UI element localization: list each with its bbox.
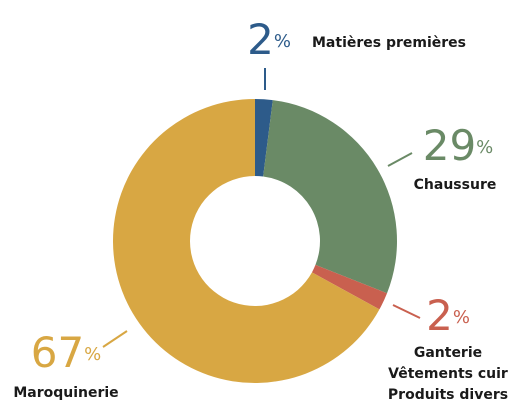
category-label: Produits divers [388,387,508,403]
value-label: 29% [423,121,494,170]
leader-line [387,152,413,167]
value-label: 2% [247,15,291,64]
category-label: Maroquinerie [13,385,118,401]
leader-line [102,330,128,348]
value-label: 2% [426,291,470,340]
category-label: Vêtements cuir [388,366,508,382]
category-label: Chaussure [414,177,497,193]
leader-line [392,304,421,319]
category-label: Ganterie [414,345,482,361]
donut-segment [112,99,380,384]
category-label: Matières premières [312,35,466,51]
donut-segment [255,99,273,177]
value-label: 67% [31,328,102,377]
donut-segment [311,264,388,310]
donut-segment [263,100,397,294]
